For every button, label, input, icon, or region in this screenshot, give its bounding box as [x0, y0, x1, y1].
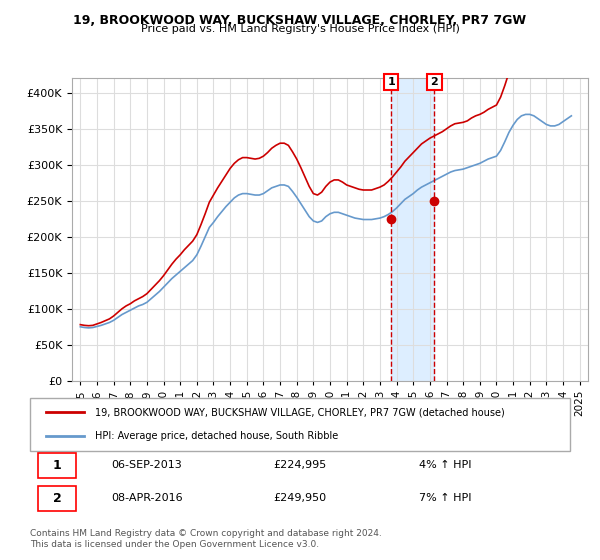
- Text: 1: 1: [388, 77, 395, 87]
- Text: Contains HM Land Registry data © Crown copyright and database right 2024.
This d: Contains HM Land Registry data © Crown c…: [30, 529, 382, 549]
- Text: 4% ↑ HPI: 4% ↑ HPI: [419, 460, 472, 470]
- Text: 7% ↑ HPI: 7% ↑ HPI: [419, 493, 472, 503]
- Text: £249,950: £249,950: [273, 493, 326, 503]
- Text: Price paid vs. HM Land Registry's House Price Index (HPI): Price paid vs. HM Land Registry's House …: [140, 24, 460, 34]
- Text: 2: 2: [53, 492, 61, 505]
- FancyBboxPatch shape: [38, 486, 76, 511]
- Text: 19, BROOKWOOD WAY, BUCKSHAW VILLAGE, CHORLEY, PR7 7GW (detached house): 19, BROOKWOOD WAY, BUCKSHAW VILLAGE, CHO…: [95, 408, 505, 418]
- Text: 1: 1: [53, 459, 61, 472]
- Text: £224,995: £224,995: [273, 460, 326, 470]
- Text: 2: 2: [430, 77, 438, 87]
- Text: 06-SEP-2013: 06-SEP-2013: [111, 460, 182, 470]
- Bar: [391, 78, 434, 381]
- FancyBboxPatch shape: [38, 453, 76, 478]
- FancyBboxPatch shape: [30, 398, 570, 451]
- Text: 08-APR-2016: 08-APR-2016: [111, 493, 182, 503]
- Text: 19, BROOKWOOD WAY, BUCKSHAW VILLAGE, CHORLEY, PR7 7GW: 19, BROOKWOOD WAY, BUCKSHAW VILLAGE, CHO…: [73, 14, 527, 27]
- Text: HPI: Average price, detached house, South Ribble: HPI: Average price, detached house, Sout…: [95, 431, 338, 441]
